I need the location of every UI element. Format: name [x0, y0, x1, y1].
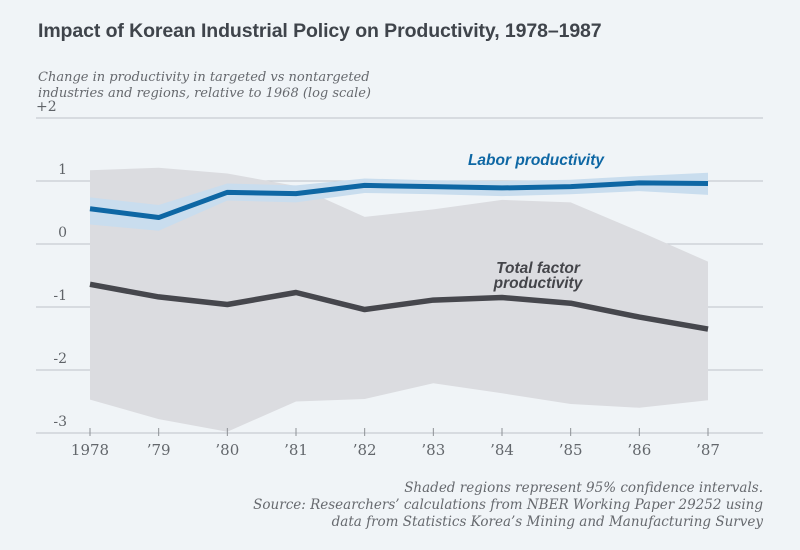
- chart-subtitle-line2: industries and regions, relative to 1968…: [38, 86, 371, 101]
- source-line2: data from Statistics Korea’s Mining and …: [331, 514, 763, 530]
- series-line-labor: [89, 180, 709, 221]
- tfp-label-line2: productivity: [493, 275, 583, 292]
- source-note: Shaded regions represent 95% confidence …: [243, 480, 763, 531]
- x-tick-label: ’82: [352, 441, 377, 459]
- confidence-note-line: Shaded regions represent 95% confidence …: [404, 480, 763, 496]
- chart-subtitle-line1: Change in productivity in targeted vs no…: [38, 70, 370, 85]
- tfp-label-line1: Total factor: [496, 260, 580, 277]
- x-tick-label: ’83: [421, 441, 446, 459]
- y-tick-label: 1: [58, 162, 67, 178]
- series-line-tfp: [89, 281, 709, 332]
- x-tick-label: ’87: [696, 441, 720, 459]
- x-tick-label: ’81: [284, 441, 308, 459]
- y-tick-label: +2: [36, 99, 57, 115]
- chart-title: Impact of Korean Industrial Policy on Pr…: [38, 20, 602, 42]
- x-tick-label: 1978: [70, 441, 110, 459]
- x-tick-label: ’79: [146, 441, 171, 459]
- y-tick-label: -2: [53, 351, 67, 367]
- confidence-band-tfp: [90, 167, 709, 432]
- y-tick-label: -3: [53, 414, 67, 430]
- source-line1: Source: Researchers’ calculations from N…: [253, 497, 763, 513]
- x-tick-label: ’85: [558, 441, 583, 459]
- total-factor-productivity-series-label: Total factor productivity: [458, 260, 618, 292]
- x-tick-label: ’86: [627, 441, 652, 459]
- y-tick-label: 0: [58, 225, 67, 241]
- labor-productivity-series-label: Labor productivity: [467, 152, 605, 169]
- y-tick-label: -1: [53, 288, 67, 304]
- chart-subtitle: Change in productivity in targeted vs no…: [38, 70, 378, 102]
- x-tick-label: ’84: [490, 441, 514, 459]
- x-tick-label: ’80: [215, 441, 240, 459]
